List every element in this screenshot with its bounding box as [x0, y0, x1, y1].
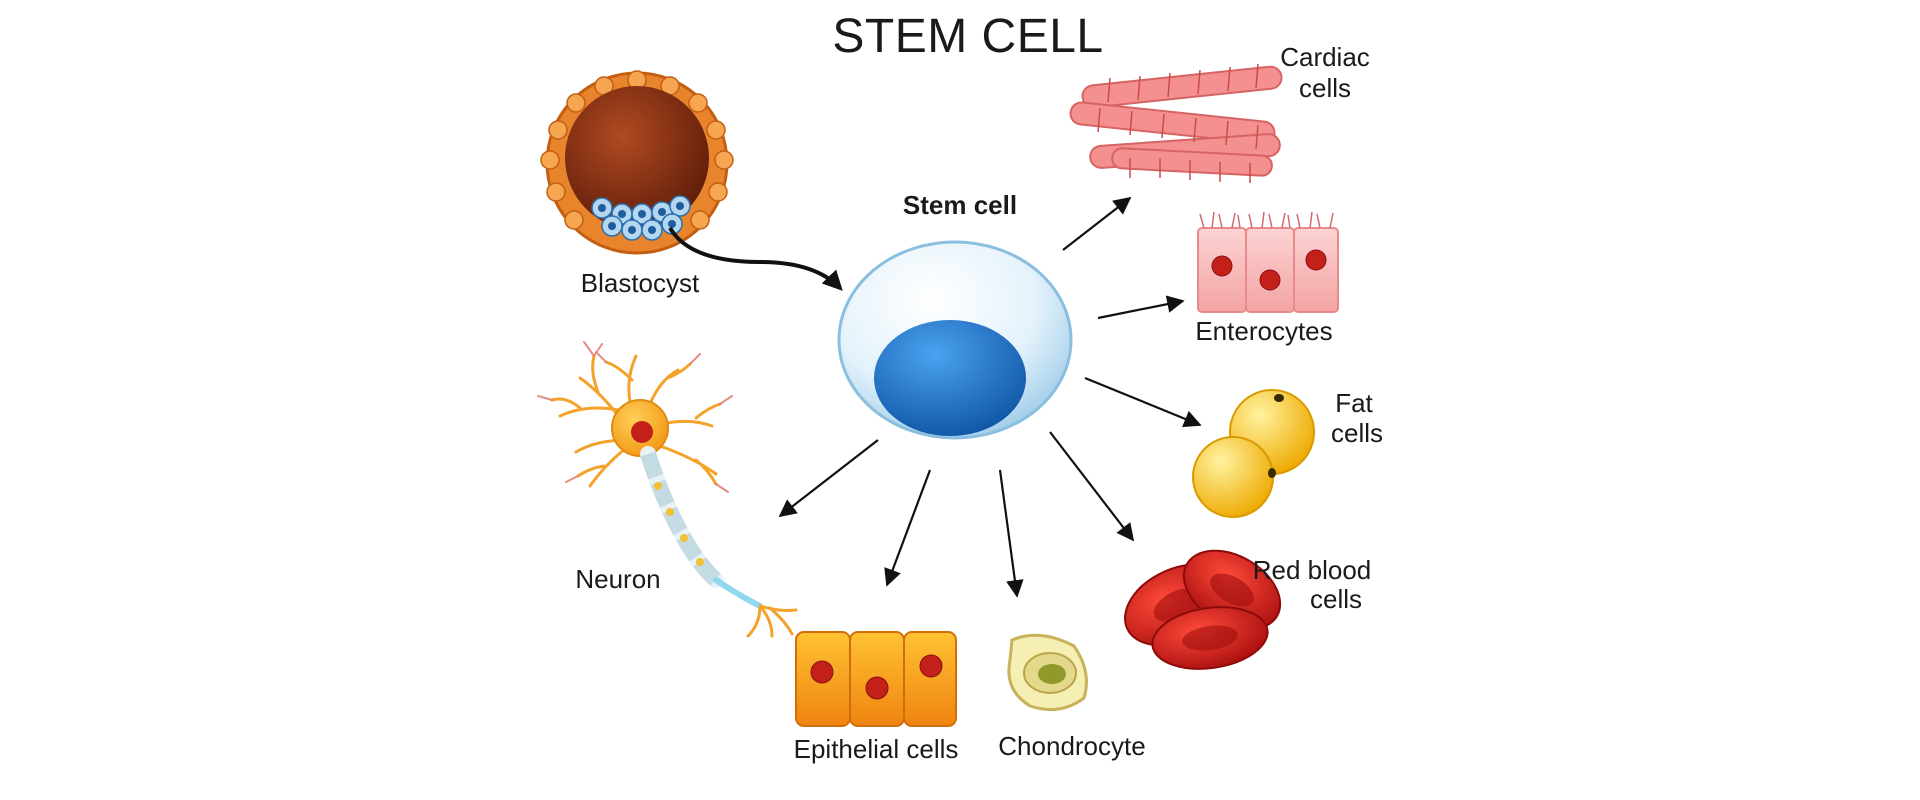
fat-cells-illustration: [1192, 389, 1315, 518]
red-blood-cells-illustration: [1124, 549, 1282, 670]
differentiation-arrows: [778, 196, 1202, 598]
rbc-label-line2: cells: [1310, 584, 1362, 614]
arrow-to-chondrocyte: [998, 469, 1024, 598]
fat-label-line1: Fat: [1335, 388, 1373, 418]
fat-label-line2: cells: [1331, 418, 1383, 448]
arrow-to-rbc: [1049, 431, 1135, 542]
arrow-to-enterocytes: [1097, 295, 1185, 320]
chondrocyte-label: Chondrocyte: [998, 731, 1145, 761]
cardiac-label-line1: Cardiac: [1280, 42, 1370, 72]
rbc-label-line1: Red blood: [1253, 555, 1372, 585]
blastocyst-label: Blastocyst: [581, 268, 700, 298]
epithelial-label: Epithelial cells: [794, 734, 959, 764]
blastocyst-to-stem-arrow: [668, 226, 843, 291]
stem-cell-label: Stem cell: [903, 190, 1017, 220]
diagram-title: STEM CELL: [832, 10, 1103, 63]
arrow-to-fat: [1084, 376, 1202, 428]
stem-cell-illustration: [837, 240, 1073, 440]
chondrocyte-illustration: [1007, 633, 1088, 712]
epithelial-cells-illustration: [795, 631, 957, 727]
arrow-to-epithelial: [884, 469, 932, 587]
cardiac-cells-illustration: [1069, 63, 1283, 183]
enterocytes-label: Enterocytes: [1195, 316, 1332, 346]
blastocyst-illustration: [540, 70, 734, 255]
arrow-to-cardiac: [1062, 196, 1132, 251]
neuron-illustration: [537, 341, 798, 638]
cardiac-label-line2: cells: [1299, 73, 1351, 103]
neuron-label: Neuron: [575, 564, 660, 594]
enterocytes-illustration: [1197, 211, 1339, 313]
arrow-to-neuron: [778, 439, 879, 518]
